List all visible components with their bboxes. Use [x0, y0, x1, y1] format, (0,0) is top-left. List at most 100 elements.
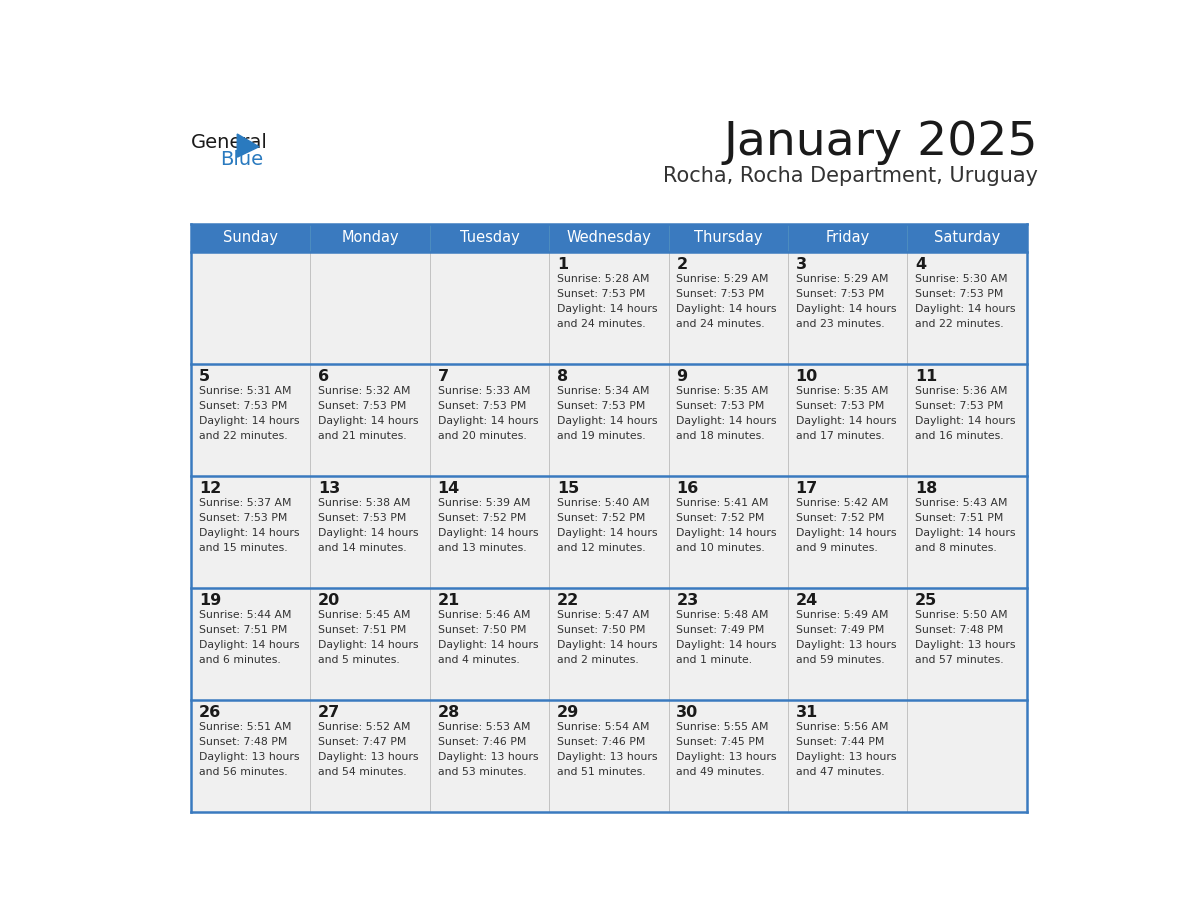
Text: and 56 minutes.: and 56 minutes.: [198, 767, 287, 777]
Bar: [908, 588, 1026, 700]
Text: Rocha, Rocha Department, Uruguay: Rocha, Rocha Department, Uruguay: [663, 165, 1038, 185]
Text: Daylight: 14 hours: Daylight: 14 hours: [557, 528, 657, 538]
Text: Daylight: 14 hours: Daylight: 14 hours: [557, 416, 657, 426]
Text: and 54 minutes.: and 54 minutes.: [318, 767, 406, 777]
Text: Sunrise: 5:35 AM: Sunrise: 5:35 AM: [676, 386, 769, 397]
Text: and 21 minutes.: and 21 minutes.: [318, 431, 406, 442]
Text: Sunrise: 5:52 AM: Sunrise: 5:52 AM: [318, 722, 411, 732]
Text: 31: 31: [796, 705, 817, 720]
Text: Sunrise: 5:51 AM: Sunrise: 5:51 AM: [198, 722, 291, 732]
Text: General: General: [191, 133, 268, 152]
Text: 18: 18: [915, 481, 937, 496]
Text: Daylight: 14 hours: Daylight: 14 hours: [198, 528, 299, 538]
Text: Sunset: 7:48 PM: Sunset: 7:48 PM: [915, 625, 1004, 635]
Bar: [549, 364, 669, 476]
Text: 30: 30: [676, 705, 699, 720]
Text: Sunrise: 5:49 AM: Sunrise: 5:49 AM: [796, 610, 889, 620]
Text: Sunrise: 5:44 AM: Sunrise: 5:44 AM: [198, 610, 291, 620]
Text: Daylight: 14 hours: Daylight: 14 hours: [915, 528, 1016, 538]
Text: Sunset: 7:53 PM: Sunset: 7:53 PM: [557, 289, 645, 299]
Bar: [549, 252, 669, 364]
Text: and 4 minutes.: and 4 minutes.: [437, 655, 519, 665]
Text: Daylight: 13 hours: Daylight: 13 hours: [796, 752, 896, 762]
Text: Sunset: 7:53 PM: Sunset: 7:53 PM: [676, 289, 765, 299]
Text: and 10 minutes.: and 10 minutes.: [676, 543, 765, 554]
Text: and 53 minutes.: and 53 minutes.: [437, 767, 526, 777]
Text: and 24 minutes.: and 24 minutes.: [557, 319, 645, 330]
Bar: [549, 476, 669, 588]
Text: Daylight: 14 hours: Daylight: 14 hours: [796, 528, 896, 538]
Text: 21: 21: [437, 593, 460, 608]
Bar: [669, 700, 788, 812]
Text: and 20 minutes.: and 20 minutes.: [437, 431, 526, 442]
Text: Daylight: 14 hours: Daylight: 14 hours: [676, 528, 777, 538]
Text: and 9 minutes.: and 9 minutes.: [796, 543, 878, 554]
Text: Daylight: 13 hours: Daylight: 13 hours: [915, 640, 1016, 650]
Text: January 2025: January 2025: [723, 120, 1038, 165]
Bar: [669, 224, 788, 252]
Text: Sunrise: 5:38 AM: Sunrise: 5:38 AM: [318, 498, 411, 508]
Text: 15: 15: [557, 481, 580, 496]
Text: 24: 24: [796, 593, 817, 608]
Text: Sunrise: 5:42 AM: Sunrise: 5:42 AM: [796, 498, 889, 508]
Text: Sunset: 7:52 PM: Sunset: 7:52 PM: [557, 513, 645, 523]
Text: Sunset: 7:46 PM: Sunset: 7:46 PM: [557, 737, 645, 747]
Text: Sunset: 7:53 PM: Sunset: 7:53 PM: [796, 401, 884, 411]
Text: Sunset: 7:50 PM: Sunset: 7:50 PM: [437, 625, 526, 635]
Bar: [788, 252, 908, 364]
Text: Sunrise: 5:41 AM: Sunrise: 5:41 AM: [676, 498, 769, 508]
Text: 27: 27: [318, 705, 341, 720]
Text: 3: 3: [796, 257, 807, 273]
Text: Sunday: Sunday: [223, 230, 278, 245]
Text: 12: 12: [198, 481, 221, 496]
Bar: [549, 700, 669, 812]
Bar: [191, 588, 310, 700]
Text: 28: 28: [437, 705, 460, 720]
Text: 26: 26: [198, 705, 221, 720]
Text: and 19 minutes.: and 19 minutes.: [557, 431, 645, 442]
Text: 10: 10: [796, 369, 817, 385]
Text: Sunrise: 5:43 AM: Sunrise: 5:43 AM: [915, 498, 1007, 508]
Text: Daylight: 14 hours: Daylight: 14 hours: [198, 640, 299, 650]
Text: Sunset: 7:49 PM: Sunset: 7:49 PM: [676, 625, 765, 635]
Bar: [430, 224, 549, 252]
Text: Sunset: 7:53 PM: Sunset: 7:53 PM: [796, 289, 884, 299]
Text: Saturday: Saturday: [934, 230, 1000, 245]
Text: Wednesday: Wednesday: [567, 230, 651, 245]
Text: Sunset: 7:53 PM: Sunset: 7:53 PM: [318, 513, 406, 523]
Text: and 12 minutes.: and 12 minutes.: [557, 543, 645, 554]
Bar: [310, 476, 430, 588]
Text: Daylight: 14 hours: Daylight: 14 hours: [676, 416, 777, 426]
Bar: [191, 700, 310, 812]
Text: Sunset: 7:49 PM: Sunset: 7:49 PM: [796, 625, 884, 635]
Text: Sunset: 7:47 PM: Sunset: 7:47 PM: [318, 737, 406, 747]
Text: Blue: Blue: [221, 151, 264, 169]
Text: and 51 minutes.: and 51 minutes.: [557, 767, 645, 777]
Text: Sunrise: 5:35 AM: Sunrise: 5:35 AM: [796, 386, 889, 397]
Text: Sunset: 7:48 PM: Sunset: 7:48 PM: [198, 737, 287, 747]
Text: and 22 minutes.: and 22 minutes.: [915, 319, 1004, 330]
Text: and 57 minutes.: and 57 minutes.: [915, 655, 1004, 665]
Text: and 24 minutes.: and 24 minutes.: [676, 319, 765, 330]
Bar: [191, 476, 310, 588]
Text: 8: 8: [557, 369, 568, 385]
Text: Sunset: 7:53 PM: Sunset: 7:53 PM: [198, 513, 287, 523]
Bar: [430, 364, 549, 476]
Text: Sunrise: 5:37 AM: Sunrise: 5:37 AM: [198, 498, 291, 508]
Text: Sunset: 7:53 PM: Sunset: 7:53 PM: [437, 401, 526, 411]
Text: Sunrise: 5:36 AM: Sunrise: 5:36 AM: [915, 386, 1007, 397]
Bar: [430, 252, 549, 364]
Bar: [788, 364, 908, 476]
Bar: [669, 476, 788, 588]
Text: Tuesday: Tuesday: [460, 230, 519, 245]
Text: 23: 23: [676, 593, 699, 608]
Text: Sunset: 7:53 PM: Sunset: 7:53 PM: [915, 289, 1004, 299]
Text: Sunrise: 5:29 AM: Sunrise: 5:29 AM: [796, 274, 889, 285]
Polygon shape: [238, 134, 259, 157]
Text: Sunrise: 5:40 AM: Sunrise: 5:40 AM: [557, 498, 650, 508]
Bar: [908, 224, 1026, 252]
Text: Sunrise: 5:55 AM: Sunrise: 5:55 AM: [676, 722, 769, 732]
Bar: [908, 700, 1026, 812]
Bar: [430, 700, 549, 812]
Text: Sunset: 7:53 PM: Sunset: 7:53 PM: [557, 401, 645, 411]
